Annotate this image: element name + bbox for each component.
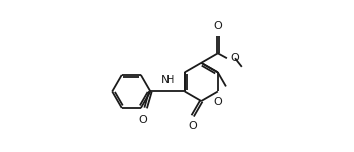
Text: O: O xyxy=(188,121,197,131)
Text: O: O xyxy=(230,53,239,63)
Text: H: H xyxy=(167,75,175,85)
Text: O: O xyxy=(213,97,222,107)
Text: O: O xyxy=(213,21,222,31)
Text: O: O xyxy=(138,115,147,125)
Text: N: N xyxy=(161,75,170,85)
